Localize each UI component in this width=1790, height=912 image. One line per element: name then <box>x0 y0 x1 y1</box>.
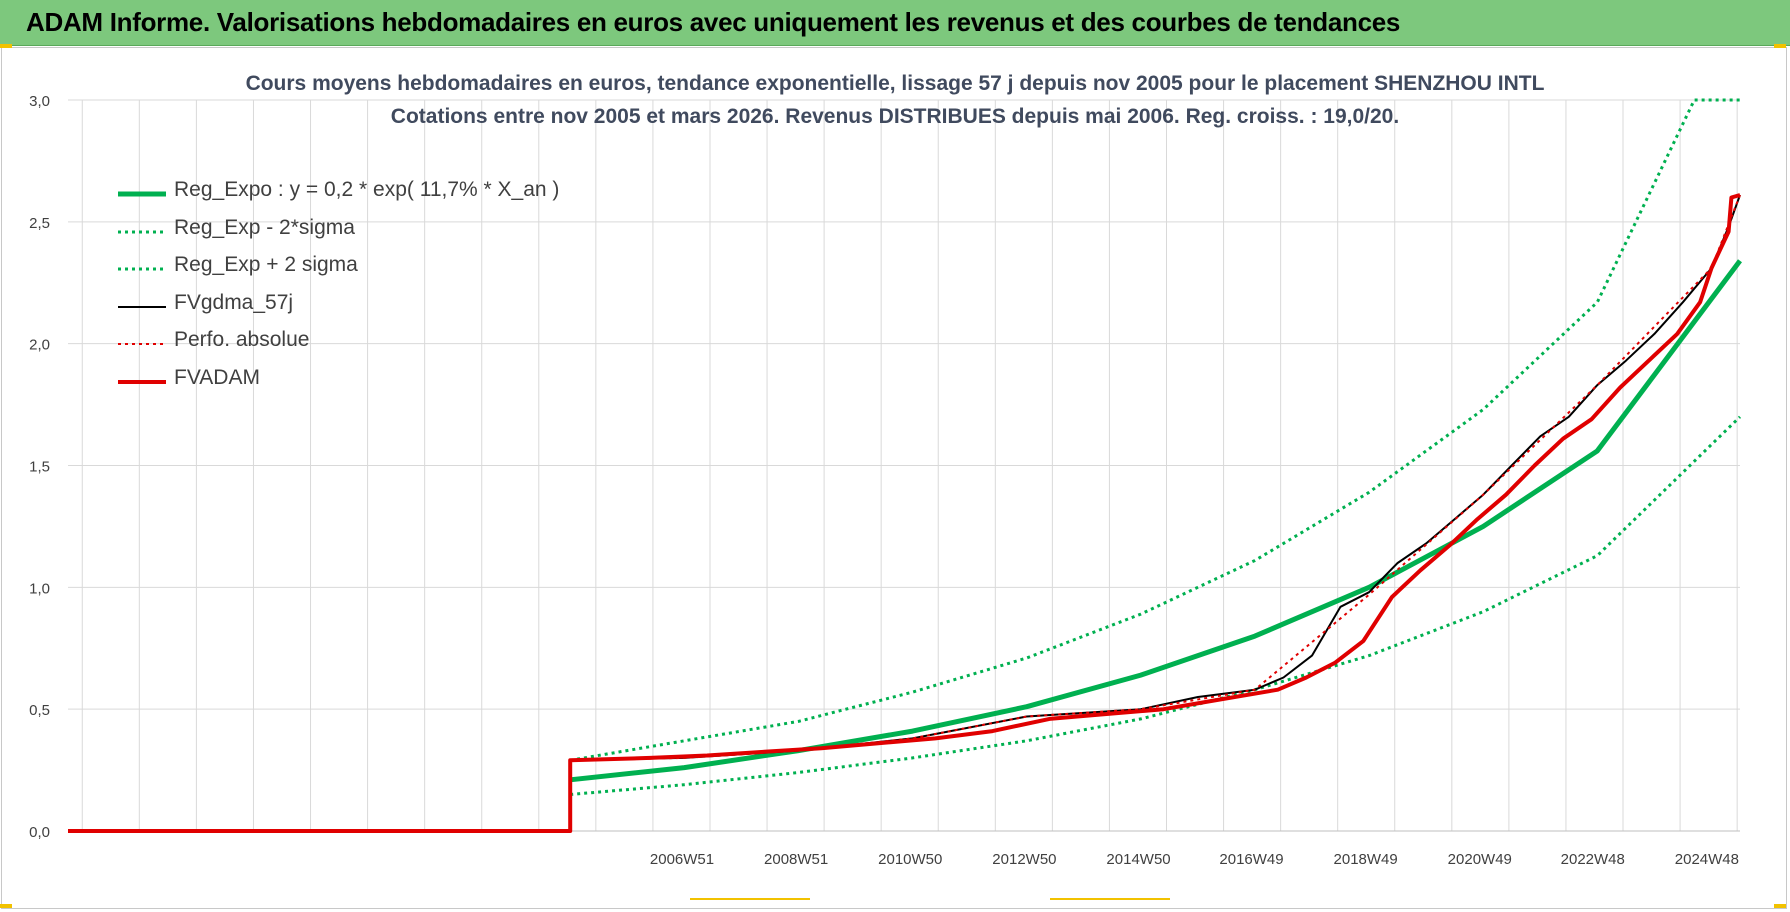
x-tick-label: 2022W48 <box>1561 851 1625 868</box>
x-tick-label: 2016W49 <box>1219 851 1283 868</box>
y-tick-label: 2,0 <box>29 337 50 354</box>
y-tick-label: 1,5 <box>29 459 50 476</box>
x-tick-label: 2006W51 <box>650 851 714 868</box>
legend-label: FVADAM <box>174 365 260 389</box>
bottom-accent-1 <box>690 898 810 900</box>
corner-accent-tl <box>0 44 12 48</box>
legend-swatch <box>118 230 166 233</box>
corner-accent-tr <box>1774 44 1786 48</box>
chart-frame <box>1 47 1787 909</box>
y-tick-label: 0,5 <box>29 702 50 719</box>
legend-label: Reg_Expo : y = 0,2 * exp( 11,7% * X_an ) <box>174 178 560 201</box>
y-tick-label: 2,5 <box>29 215 50 232</box>
x-tick-label: 2010W50 <box>878 851 942 868</box>
chart-title: Cours moyens hebdomadaires en euros, ten… <box>245 72 1545 95</box>
bottom-accent-2 <box>1050 898 1170 900</box>
legend-swatch <box>118 305 166 308</box>
y-tick-label: 1,0 <box>29 580 50 597</box>
series-line-2 <box>569 98 1740 762</box>
chart-subtitle: Cotations entre nov 2005 et mars 2026. R… <box>390 105 1400 128</box>
corner-accent-br <box>1774 904 1786 908</box>
x-tick-label: 2018W49 <box>1334 851 1398 868</box>
x-tick-label: 2008W51 <box>764 851 828 868</box>
series-line-1 <box>570 415 1742 796</box>
legend-swatch <box>118 267 166 271</box>
x-tick-label: 2014W50 <box>1106 851 1170 868</box>
y-tick-label: 3,0 <box>29 93 50 110</box>
legend-label: FVgdma_57j <box>174 290 294 314</box>
x-tick-label: 2012W50 <box>992 851 1056 868</box>
legend-label: Perfo. absolue <box>174 328 310 351</box>
legend-label: Reg_Exp - 2*sigma <box>174 215 355 239</box>
y-tick-label: 0,0 <box>29 824 50 841</box>
x-tick-label: 2020W49 <box>1448 851 1512 868</box>
series-line-4 <box>68 194 1741 832</box>
header-title: ADAM Informe. Valorisations hebdomadaire… <box>26 7 1401 37</box>
legend-swatch <box>118 379 166 384</box>
series-line-5 <box>68 193 1741 833</box>
legend-label: Reg_Exp + 2 sigma <box>174 253 358 276</box>
series-line-0 <box>569 259 1742 783</box>
legend-swatch <box>118 191 166 197</box>
header-bar: ADAM Informe. Valorisations hebdomadaire… <box>0 0 1790 46</box>
x-tick-label: 2024W48 <box>1675 851 1739 868</box>
legend-swatch <box>118 343 166 345</box>
corner-accent-bl <box>0 904 12 908</box>
series-line-3 <box>68 194 1741 832</box>
